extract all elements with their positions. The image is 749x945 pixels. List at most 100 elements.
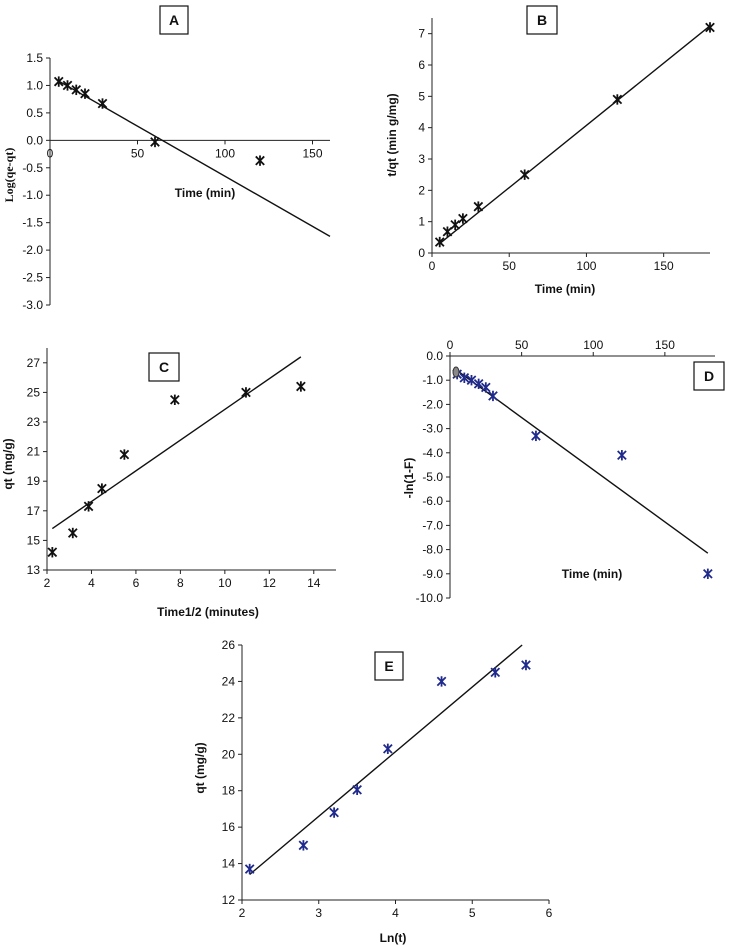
data-point bbox=[521, 659, 531, 671]
y-tick-label: 22 bbox=[222, 711, 236, 725]
x-tick-label: 100 bbox=[576, 259, 596, 273]
x-axis-label: Time (min) bbox=[535, 282, 595, 296]
y-tick-label: 12 bbox=[222, 893, 236, 907]
data-point bbox=[83, 501, 94, 512]
panel-b: 0 1 2 3 4 5 6 7 0 50 100 150 Time (min) t/qt (min g/m… bbox=[385, 5, 715, 296]
y-tick-label: 16 bbox=[222, 820, 236, 834]
y-tick-label: 1.0 bbox=[26, 78, 43, 92]
y-tick-label: 0 bbox=[418, 246, 425, 260]
fit-line bbox=[249, 644, 523, 876]
y-tick-label: -9.0 bbox=[422, 567, 443, 581]
x-tick-label: 4 bbox=[392, 906, 399, 920]
x-tick-label: 12 bbox=[263, 576, 277, 590]
data-point bbox=[488, 390, 498, 402]
y-tick-label: -10.0 bbox=[416, 591, 444, 605]
y-tick-label: 26 bbox=[222, 638, 236, 652]
y-tick-label: 1 bbox=[418, 215, 425, 229]
data-point bbox=[169, 394, 180, 405]
y-axis-label: -ln(1-F) bbox=[402, 458, 416, 499]
x-axis-label: Time1/2 (minutes) bbox=[157, 605, 259, 619]
data-point bbox=[97, 98, 108, 109]
y-tick-label: 0.0 bbox=[26, 133, 43, 147]
y-tick-label: -3.0 bbox=[422, 422, 443, 436]
x-tick-label: 3 bbox=[315, 906, 322, 920]
panel-label-text: C bbox=[159, 359, 169, 375]
panel-label-text: E bbox=[384, 658, 393, 674]
data-point bbox=[473, 378, 484, 390]
data-point bbox=[62, 80, 73, 91]
y-axis-label: qt (mg/g) bbox=[193, 742, 207, 793]
x-tick-label: 8 bbox=[177, 576, 184, 590]
data-point bbox=[519, 169, 530, 180]
x-tick-label: 2 bbox=[239, 906, 246, 920]
data-point bbox=[241, 387, 251, 398]
x-tick-label: 0 bbox=[47, 146, 54, 160]
fit-line bbox=[456, 369, 709, 554]
y-tick-label: -2.5 bbox=[22, 271, 43, 285]
data-point bbox=[473, 201, 484, 212]
y-tick-label: -1.0 bbox=[422, 373, 443, 387]
y-tick-label: 19 bbox=[27, 474, 41, 488]
data-point bbox=[466, 375, 477, 386]
x-tick-label: 6 bbox=[133, 576, 140, 590]
y-tick-label: -0.5 bbox=[22, 161, 43, 175]
y-tick-label: 6 bbox=[418, 58, 425, 72]
y-tick-label: -2.0 bbox=[422, 397, 443, 411]
data-point bbox=[67, 527, 78, 539]
data-point bbox=[255, 155, 265, 166]
y-tick-label: 24 bbox=[222, 674, 236, 688]
y-tick-label: 27 bbox=[27, 356, 41, 370]
y-tick-label: 23 bbox=[27, 415, 41, 429]
fit-line bbox=[58, 80, 331, 237]
y-tick-label: 7 bbox=[418, 27, 425, 41]
y-tick-label: 17 bbox=[27, 504, 41, 518]
y-tick-label: -1.5 bbox=[22, 216, 43, 230]
x-tick-label: 100 bbox=[583, 338, 603, 352]
y-tick-label: 1.5 bbox=[26, 51, 43, 65]
panel-label-b: B bbox=[526, 5, 558, 35]
y-tick-label: 13 bbox=[27, 563, 41, 577]
panel-label-c: C bbox=[148, 352, 180, 382]
x-axis-label: Time (min) bbox=[175, 186, 235, 200]
panel-label-d: D bbox=[693, 361, 725, 391]
x-tick-label: 150 bbox=[655, 338, 675, 352]
data-point bbox=[705, 22, 715, 33]
x-tick-label: 5 bbox=[469, 906, 476, 920]
x-axis-label: Ln(t) bbox=[380, 931, 407, 945]
data-point bbox=[458, 213, 468, 224]
y-tick-label: 0.0 bbox=[426, 349, 443, 363]
x-tick-label: 50 bbox=[131, 146, 145, 160]
data-point bbox=[150, 136, 160, 148]
data-point bbox=[382, 743, 393, 755]
data-point bbox=[434, 236, 445, 248]
data-point bbox=[459, 372, 470, 383]
data-point bbox=[244, 863, 255, 875]
panel-label-text: B bbox=[537, 12, 547, 28]
fit-line bbox=[439, 25, 711, 245]
y-axis-label: Log(qe-qt) bbox=[2, 148, 16, 203]
panel-e: 12 14 16 18 20 22 24 26 2 3 4 5 6 Ln(t) qt (mg/g) E bbox=[193, 638, 553, 945]
x-tick-label: 14 bbox=[307, 576, 321, 590]
data-point bbox=[47, 547, 58, 558]
data-point bbox=[490, 667, 501, 678]
y-tick-label: 0.5 bbox=[26, 106, 43, 120]
y-tick-label: -4.0 bbox=[422, 446, 443, 460]
data-point bbox=[531, 430, 541, 442]
panel-label-e: E bbox=[374, 651, 404, 681]
data-point bbox=[329, 807, 339, 818]
x-tick-label: 0 bbox=[429, 259, 436, 273]
x-tick-label: 10 bbox=[218, 576, 232, 590]
x-tick-label: 50 bbox=[515, 338, 529, 352]
data-point bbox=[450, 219, 461, 230]
y-tick-label: -6.0 bbox=[422, 494, 443, 508]
y-tick-label: 15 bbox=[27, 533, 41, 547]
x-tick-label: 150 bbox=[654, 259, 674, 273]
panel-label-a: A bbox=[159, 5, 189, 35]
data-point bbox=[703, 568, 713, 579]
y-tick-label: -5.0 bbox=[422, 470, 443, 484]
x-tick-label: 4 bbox=[88, 576, 95, 590]
data-point bbox=[436, 676, 447, 687]
y-tick-label: -7.0 bbox=[422, 518, 443, 532]
panel-label-text: D bbox=[704, 368, 714, 384]
